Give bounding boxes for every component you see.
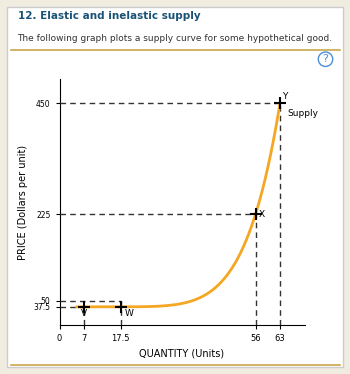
Text: ?: ? bbox=[323, 54, 328, 64]
Y-axis label: PRICE (Dollars per unit): PRICE (Dollars per unit) bbox=[18, 144, 28, 260]
Text: W: W bbox=[124, 309, 133, 318]
Text: X: X bbox=[259, 210, 265, 219]
Text: Y: Y bbox=[282, 92, 287, 101]
Text: The following graph plots a supply curve for some hypothetical good.: The following graph plots a supply curve… bbox=[18, 34, 332, 43]
X-axis label: QUANTITY (Units): QUANTITY (Units) bbox=[139, 349, 225, 359]
Text: 12. Elastic and inelastic supply: 12. Elastic and inelastic supply bbox=[18, 11, 200, 21]
Text: Supply: Supply bbox=[287, 108, 318, 117]
Text: V: V bbox=[81, 309, 87, 318]
